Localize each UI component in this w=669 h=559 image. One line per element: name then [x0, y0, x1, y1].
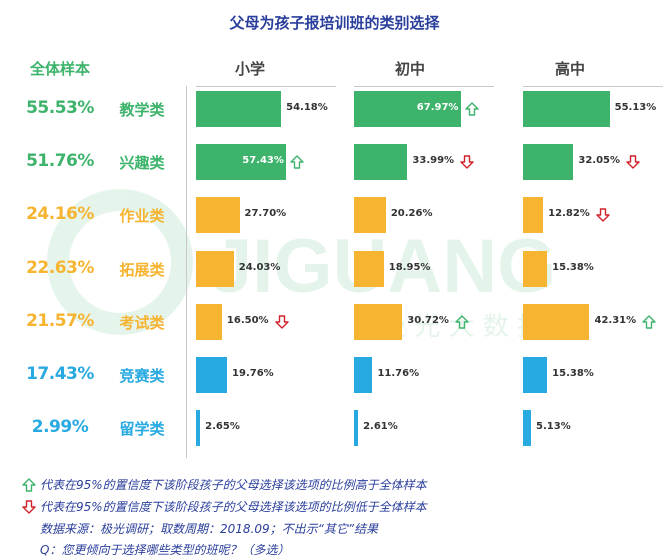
value-label-high-2: 12.82% — [548, 208, 590, 220]
bar-middle-3 — [354, 250, 384, 287]
value-label-high-6: 5.13% — [536, 421, 571, 433]
value-label-primary-2: 27.70% — [244, 208, 287, 220]
legend-up-text: 代表在95%的置信度下该阶段孩子的父母选择该选项的比例高于全体样本 — [40, 478, 427, 492]
group-header-high: 高中 — [554, 60, 585, 78]
total-pct-6: 2.99% — [31, 417, 89, 438]
total-pct-2: 24.16% — [26, 204, 94, 225]
value-label-middle-5: 11.76% — [377, 368, 420, 379]
bar-primary-5 — [196, 357, 228, 393]
bar-primary-0 — [196, 91, 282, 127]
bar-middle-5 — [354, 357, 373, 393]
bar-high-3 — [523, 250, 548, 287]
category-label-5: 竞赛类 — [119, 367, 165, 385]
bar-primary-6 — [196, 410, 201, 447]
value-label-middle-4: 30.72% — [407, 314, 449, 326]
category-label-4: 考试类 — [119, 313, 165, 332]
value-label-middle-3: 18.95% — [388, 261, 431, 273]
bar-middle-4 — [354, 303, 403, 340]
up-arrow-icon-middle-0 — [465, 101, 479, 116]
group-divider-high — [523, 86, 663, 87]
legend-down: 代表在95%的置信度下该阶段孩子的父母选择该选项的比例低于全体样本 — [22, 498, 427, 515]
bar-primary-4 — [196, 303, 222, 340]
bar-primary-2 — [196, 197, 240, 234]
bar-middle-1 — [354, 144, 408, 181]
value-label-high-5: 15.38% — [552, 368, 594, 379]
value-label-middle-2: 20.26% — [390, 208, 433, 220]
down-arrow-icon-high-1 — [626, 154, 641, 169]
value-label-primary-1: 57.43% — [242, 155, 284, 167]
up-arrow-icon — [22, 477, 36, 492]
value-label-high-0: 55.13% — [614, 102, 657, 113]
bar-middle-0 — [354, 91, 461, 127]
total-pct-5: 17.43% — [26, 364, 94, 384]
bar-high-1 — [523, 144, 574, 181]
up-arrow-icon-middle-4 — [455, 314, 469, 329]
value-label-middle-6: 2.61% — [363, 421, 398, 433]
bar-high-0 — [523, 91, 610, 127]
category-label-6: 留学类 — [119, 420, 165, 439]
group-header-primary: 小学 — [234, 60, 265, 78]
total-pct-3: 22.63% — [26, 257, 94, 278]
value-label-high-1: 32.05% — [578, 155, 621, 167]
value-label-high-3: 15.38% — [552, 261, 594, 273]
value-label-primary-0: 54.18% — [286, 102, 328, 113]
category-label-3: 拓展类 — [119, 260, 165, 279]
bar-middle-2 — [354, 197, 386, 234]
category-label-1: 兴趣类 — [119, 154, 165, 173]
value-label-high-4: 42.31% — [594, 314, 637, 326]
category-label-2: 作业类 — [119, 207, 165, 226]
up-arrow-icon-high-4 — [642, 314, 657, 329]
bar-high-4 — [523, 303, 590, 340]
value-label-primary-5: 19.76% — [232, 368, 274, 379]
down-arrow-icon-high-2 — [596, 207, 610, 223]
down-arrow-icon-middle-1 — [460, 154, 475, 169]
up-arrow-icon-primary-1 — [290, 154, 304, 169]
bar-high-2 — [523, 197, 544, 234]
bar-middle-6 — [354, 410, 359, 447]
value-label-primary-3: 24.03% — [238, 261, 281, 273]
value-label-middle-0: 67.97% — [416, 102, 459, 113]
category-label-0: 教学类 — [119, 101, 165, 119]
bar-high-5 — [523, 357, 548, 393]
chart-title: 父母为孩子报培训班的类别选择 — [229, 14, 440, 32]
bar-primary-1 — [196, 144, 287, 181]
bar-high-6 — [523, 410, 532, 447]
legend-down-text: 代表在95%的置信度下该阶段孩子的父母选择该选项的比例低于全体样本 — [40, 500, 427, 514]
legend-up: 代表在95%的置信度下该阶段孩子的父母选择该选项的比例高于全体样本 — [22, 476, 427, 493]
bar-primary-3 — [196, 250, 234, 287]
value-label-primary-6: 2.65% — [205, 421, 240, 433]
value-label-middle-1: 33.99% — [412, 155, 455, 167]
category-divider — [186, 86, 187, 458]
total-pct-1: 51.76% — [26, 151, 94, 172]
group-divider-primary — [196, 86, 336, 87]
value-label-primary-4: 16.50% — [226, 314, 269, 326]
total-pct-0: 55.53% — [26, 98, 94, 118]
question-note: Q：您更倾向于选择哪些类型的班呢？（多选） — [40, 543, 290, 557]
total-sample-header: 全体样本 — [29, 60, 90, 78]
group-header-middle: 初中 — [394, 60, 425, 78]
down-arrow-icon-primary-4 — [275, 314, 289, 329]
down-arrow-icon — [22, 499, 36, 514]
data-source-note: 数据来源：极光调研；取数周期：2018.09；不出示“其它”结果 — [40, 522, 379, 536]
total-pct-4: 21.57% — [26, 310, 94, 331]
group-divider-middle — [354, 86, 494, 87]
